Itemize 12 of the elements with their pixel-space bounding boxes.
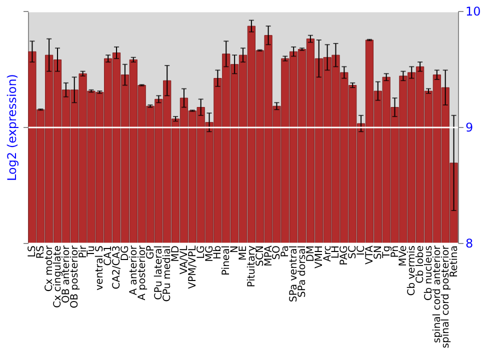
x-tick-label: DG xyxy=(120,246,131,261)
x-tick-label: spinal cord posterior xyxy=(440,244,452,348)
y-tick-label: 9 xyxy=(466,120,474,134)
y-tick-label: 8 xyxy=(466,236,474,250)
x-tick-label: OB posterior xyxy=(69,244,80,308)
x-tick-label: Tg xyxy=(381,246,392,259)
x-tick-label: A posterior xyxy=(136,244,148,300)
y-tick-label: 10 xyxy=(466,4,481,18)
y-axis-title: Log2 (expression) xyxy=(5,74,19,181)
x-tick-label: ME xyxy=(238,246,249,260)
x-tick-label: Pituitary xyxy=(246,245,258,288)
x-tick-label: Retina xyxy=(448,246,460,278)
